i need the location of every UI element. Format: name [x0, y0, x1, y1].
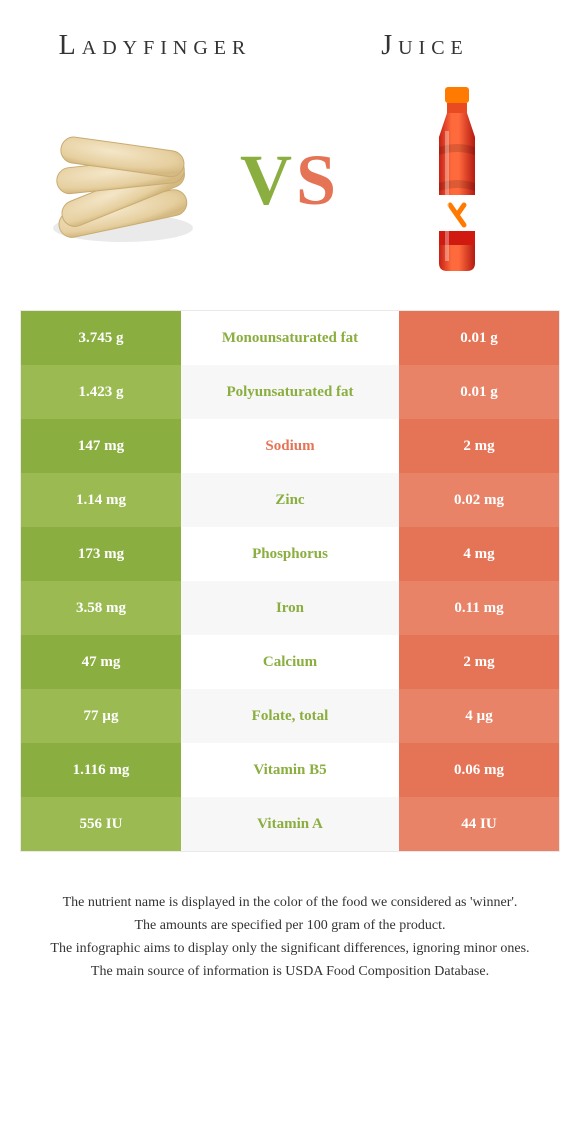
table-row: 3.745 gMonounsaturated fat0.01 g	[21, 311, 559, 365]
comparison-table: 3.745 gMonounsaturated fat0.01 g1.423 gP…	[20, 310, 560, 852]
vs-label: VS	[216, 139, 365, 222]
table-row: 1.14 mgZinc0.02 mg	[21, 473, 559, 527]
right-value: 2 mg	[399, 635, 559, 689]
left-value: 3.58 mg	[21, 581, 181, 635]
vs-s: S	[296, 140, 340, 220]
right-value: 44 IU	[399, 797, 559, 851]
footnote-line: The infographic aims to display only the…	[30, 938, 550, 959]
right-value: 0.06 mg	[399, 743, 559, 797]
nutrient-label: Monounsaturated fat	[181, 311, 399, 365]
table-row: 556 IUVitamin A44 IU	[21, 797, 559, 851]
left-value: 3.745 g	[21, 311, 181, 365]
left-value: 1.423 g	[21, 365, 181, 419]
nutrient-label: Phosphorus	[181, 527, 399, 581]
vs-v: V	[240, 140, 296, 220]
juice-image	[364, 85, 550, 275]
right-value: 0.02 mg	[399, 473, 559, 527]
left-value: 47 mg	[21, 635, 181, 689]
left-value: 1.116 mg	[21, 743, 181, 797]
nutrient-label: Sodium	[181, 419, 399, 473]
right-value: 4 mg	[399, 527, 559, 581]
table-row: 77 µgFolate, total4 µg	[21, 689, 559, 743]
right-value: 2 mg	[399, 419, 559, 473]
nutrient-label: Vitamin A	[181, 797, 399, 851]
title-left: Ladyfinger	[20, 30, 290, 62]
footnote-line: The main source of information is USDA F…	[30, 961, 550, 982]
nutrient-label: Zinc	[181, 473, 399, 527]
right-value: 0.01 g	[399, 365, 559, 419]
nutrient-label: Polyunsaturated fat	[181, 365, 399, 419]
title-right: Juice	[290, 30, 560, 62]
right-value: 0.01 g	[399, 311, 559, 365]
ladyfinger-image	[30, 110, 216, 250]
right-value: 0.11 mg	[399, 581, 559, 635]
table-row: 173 mgPhosphorus4 mg	[21, 527, 559, 581]
nutrient-label: Iron	[181, 581, 399, 635]
nutrient-label: Folate, total	[181, 689, 399, 743]
left-value: 1.14 mg	[21, 473, 181, 527]
nutrient-label: Vitamin B5	[181, 743, 399, 797]
left-value: 147 mg	[21, 419, 181, 473]
table-row: 3.58 mgIron0.11 mg	[21, 581, 559, 635]
left-value: 77 µg	[21, 689, 181, 743]
footnote-line: The amounts are specified per 100 gram o…	[30, 915, 550, 936]
table-row: 1.423 gPolyunsaturated fat0.01 g	[21, 365, 559, 419]
table-row: 147 mgSodium2 mg	[21, 419, 559, 473]
table-row: 1.116 mgVitamin B50.06 mg	[21, 743, 559, 797]
images-row: VS	[20, 80, 560, 280]
footnote-line: The nutrient name is displayed in the co…	[30, 892, 550, 913]
nutrient-label: Calcium	[181, 635, 399, 689]
footnotes: The nutrient name is displayed in the co…	[20, 892, 560, 982]
table-row: 47 mgCalcium2 mg	[21, 635, 559, 689]
left-value: 556 IU	[21, 797, 181, 851]
left-value: 173 mg	[21, 527, 181, 581]
right-value: 4 µg	[399, 689, 559, 743]
